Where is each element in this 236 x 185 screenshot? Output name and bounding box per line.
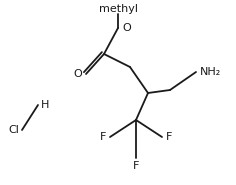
Text: Cl: Cl xyxy=(8,125,19,135)
Text: F: F xyxy=(166,132,172,142)
Text: F: F xyxy=(100,132,106,142)
Text: methyl: methyl xyxy=(98,4,138,14)
Text: F: F xyxy=(133,161,139,171)
Text: H: H xyxy=(41,100,49,110)
Text: O: O xyxy=(73,69,82,79)
Text: NH₂: NH₂ xyxy=(200,67,221,77)
Text: O: O xyxy=(122,23,131,33)
